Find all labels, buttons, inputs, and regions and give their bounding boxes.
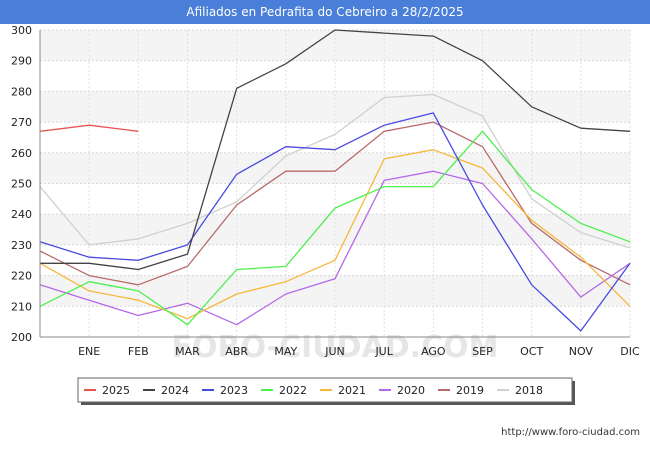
legend-label: 2020 (397, 384, 425, 397)
legend-item-2019[interactable]: 2019 (438, 384, 484, 397)
series-line-2024 (40, 29, 631, 271)
x-tick-label: DIC (620, 345, 640, 358)
x-tick-label: OCT (520, 345, 543, 358)
legend-label: 2018 (515, 384, 543, 397)
x-tick-label: JUN (324, 345, 345, 358)
legend-label: 2024 (161, 384, 189, 397)
chart-title: Afiliados en Pedrafita do Cebreiro a 28/… (186, 5, 464, 19)
x-tick-label: FEB (128, 345, 149, 358)
legend-item-2024[interactable]: 2024 (143, 384, 189, 397)
y-tick-label: 210 (11, 300, 32, 313)
series-line-2023 (39, 112, 631, 332)
x-tick-label: JUL (374, 345, 393, 358)
x-tick-label: ENE (78, 345, 100, 358)
legend-item-2025[interactable]: 2025 (84, 384, 130, 397)
x-tick-label: ABR (225, 345, 248, 358)
legend-item-2020[interactable]: 2020 (379, 384, 425, 397)
x-tick-label: SEP (472, 345, 493, 358)
legend-label: 2022 (279, 384, 307, 397)
x-tick-label: MAY (274, 345, 297, 358)
x-tick-label: MAR (175, 345, 200, 358)
x-tick-label: NOV (569, 345, 594, 358)
series-line-2022 (39, 130, 631, 326)
legend-item-2022[interactable]: 2022 (261, 384, 307, 397)
series-line-2025 (39, 124, 139, 132)
series-line-2018 (39, 93, 631, 249)
y-tick-label: 240 (11, 208, 32, 221)
y-tick-label: 260 (11, 147, 32, 160)
legend-item-2023[interactable]: 2023 (202, 384, 248, 397)
chart-title-bar: Afiliados en Pedrafita do Cebreiro a 28/… (0, 0, 650, 24)
y-tick-label: 280 (11, 85, 32, 98)
series-line-2020 (39, 170, 631, 326)
x-tick-label: AGO (421, 345, 446, 358)
source-url[interactable]: http://www.foro-ciudad.com (501, 427, 640, 438)
y-tick-label: 200 (11, 331, 32, 344)
y-tick-label: 290 (11, 55, 32, 68)
series-line-2019 (39, 121, 631, 286)
legend-item-2018[interactable]: 2018 (497, 384, 543, 397)
legend-label: 2023 (220, 384, 248, 397)
series-line-2021 (39, 149, 631, 320)
legend-label: 2021 (338, 384, 366, 397)
watermark: FORO-CIUDAD.COM (172, 330, 499, 365)
legend-label: 2025 (102, 384, 130, 397)
legend-label: 2019 (456, 384, 484, 397)
legend-item-2021[interactable]: 2021 (320, 384, 366, 397)
y-tick-label: 300 (11, 24, 32, 37)
y-tick-label: 220 (11, 270, 32, 283)
y-tick-label: 270 (11, 116, 32, 129)
y-tick-label: 230 (11, 239, 32, 252)
y-tick-label: 250 (11, 178, 32, 191)
